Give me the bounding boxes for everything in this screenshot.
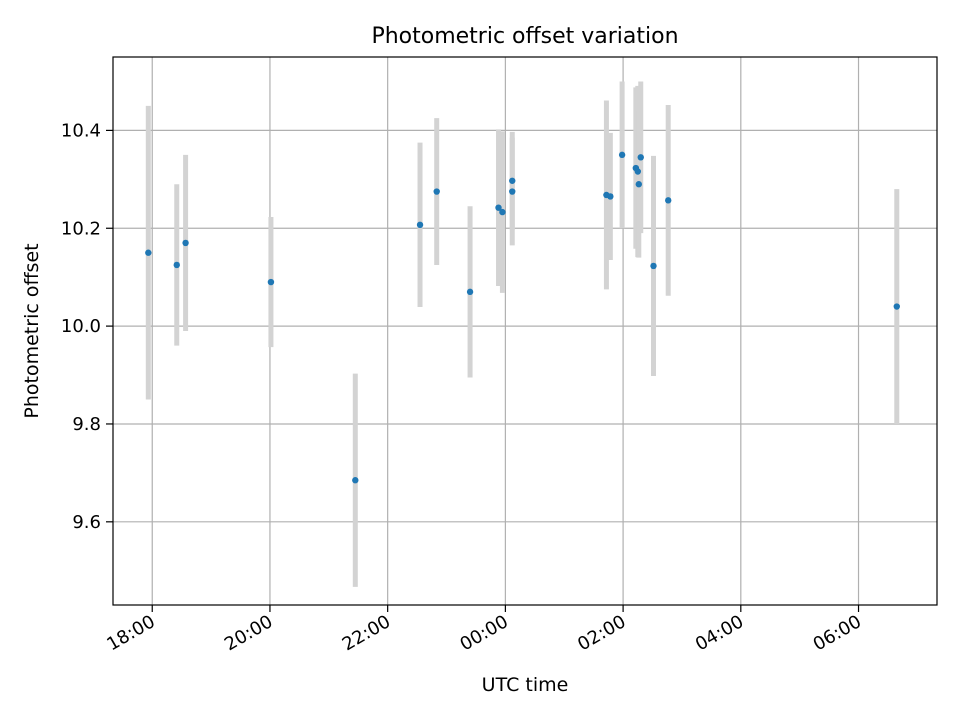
data-point [509, 188, 516, 195]
data-point [267, 278, 275, 286]
data-point [634, 168, 642, 175]
y-tick-label: 9.8 [72, 414, 101, 435]
data-point [635, 181, 642, 188]
data-point [509, 177, 516, 184]
data-point [618, 151, 626, 159]
data-point [637, 154, 644, 161]
data-point [499, 208, 506, 216]
y-axis-label: Photometric offset [21, 243, 43, 418]
data-point [182, 239, 189, 247]
x-axis-label: UTC time [482, 674, 569, 696]
data-point [145, 249, 152, 256]
data-point [352, 477, 359, 484]
data-point [893, 303, 900, 310]
data-point [433, 188, 440, 195]
y-tick-label: 10.4 [61, 120, 101, 141]
y-axis-ticks: 9.6 9.8 10.0 10.2 10.4 [61, 120, 113, 533]
plot-frame [112, 56, 938, 606]
grid-lines [113, 57, 937, 605]
y-tick-label: 9.6 [72, 512, 101, 533]
data-point [173, 261, 180, 269]
data-point [495, 204, 502, 211]
data-point [650, 262, 657, 270]
data-point [607, 193, 614, 200]
y-tick-label: 10.2 [61, 218, 101, 239]
y-tick-label: 10.0 [61, 316, 101, 337]
data-point [665, 197, 672, 204]
chart-title: Photometric offset variation [371, 24, 678, 49]
data-point [416, 221, 424, 229]
data-point [466, 288, 474, 296]
data-points [145, 151, 900, 484]
